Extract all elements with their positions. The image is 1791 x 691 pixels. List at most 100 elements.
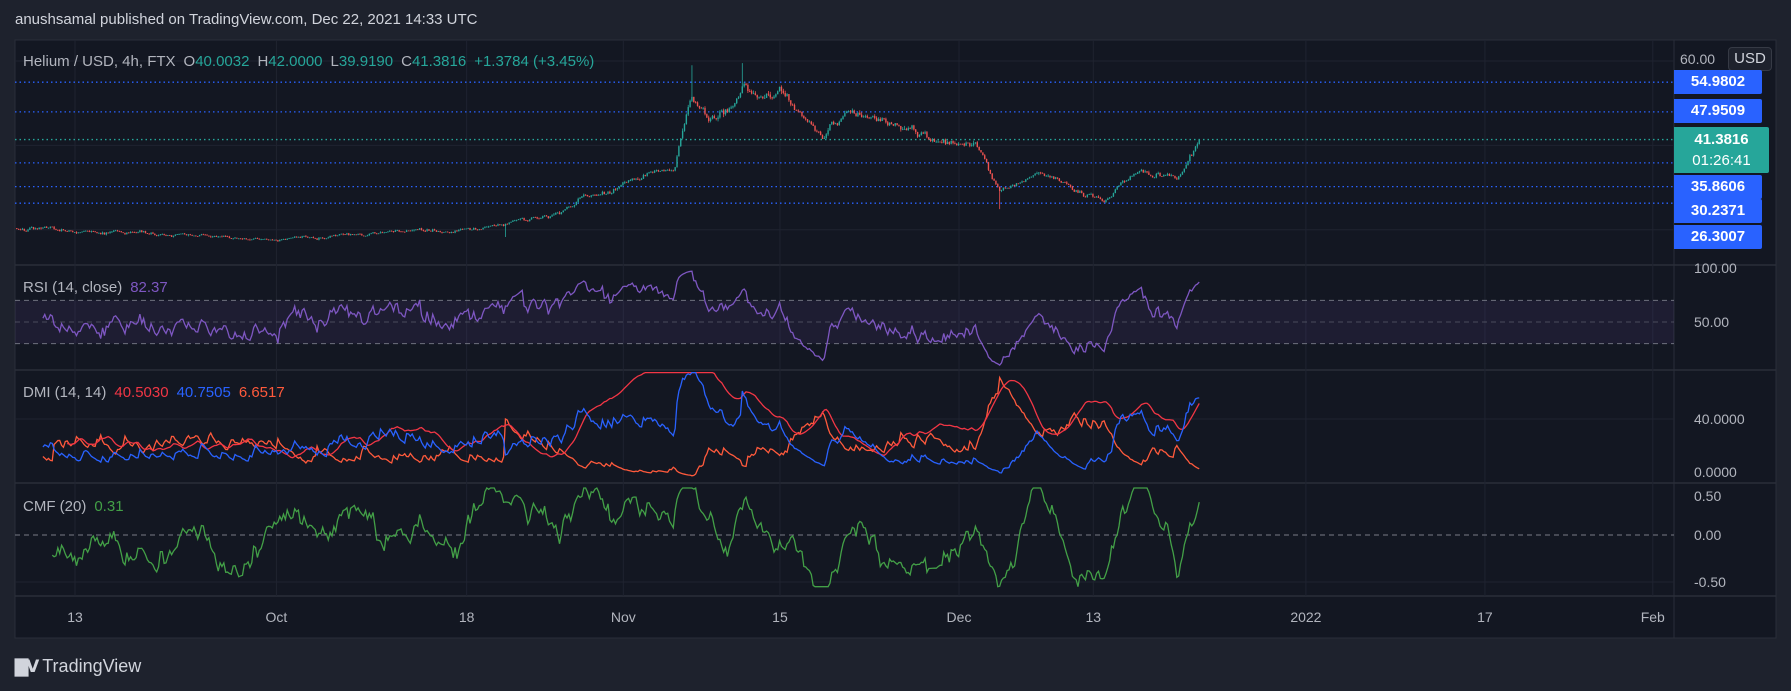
candle-body xyxy=(1133,173,1135,176)
candle-body xyxy=(614,189,617,190)
candle-body xyxy=(819,131,822,136)
candle-body xyxy=(282,239,285,240)
candle-body xyxy=(141,230,143,233)
dmi-tick-40: 40.0000 xyxy=(1694,411,1745,427)
candle-body xyxy=(749,91,751,92)
candle-body xyxy=(426,229,428,232)
cmf-title[interactable]: CMF (20) xyxy=(23,498,87,515)
candle-body xyxy=(722,110,725,115)
candle-body xyxy=(1069,184,1072,187)
candle-body xyxy=(474,227,477,230)
candle-body xyxy=(64,230,67,232)
candle-body xyxy=(821,135,824,139)
candle-body xyxy=(473,227,475,230)
cmf-legend: CMF (20) 0.31 xyxy=(23,498,124,515)
tradingview-logo[interactable]: ▇𝗩 TradingView xyxy=(15,656,141,677)
candle-body xyxy=(185,234,188,236)
candle-body xyxy=(404,231,406,233)
candle-body xyxy=(758,97,760,98)
candle-body xyxy=(864,115,867,117)
candle-body xyxy=(890,122,893,125)
candle-body xyxy=(888,122,891,126)
candle-body xyxy=(1107,198,1109,201)
candle-body xyxy=(901,129,904,131)
candle-body xyxy=(555,212,557,215)
candle-body xyxy=(577,198,579,202)
candle-body xyxy=(773,96,775,99)
change-value: +1.3784 (+3.45%) xyxy=(474,53,595,70)
candle-body xyxy=(832,121,835,125)
candle-body xyxy=(812,124,814,126)
candle-body xyxy=(943,139,945,143)
candle-body xyxy=(924,132,926,134)
close-value: 41.3816 xyxy=(411,53,467,70)
candle-body xyxy=(351,234,354,235)
candle-body xyxy=(308,237,311,239)
candle-body xyxy=(249,239,251,241)
candle-body xyxy=(215,236,218,238)
candle-body xyxy=(346,233,348,235)
dmi-minus-di-value: 6.6517 xyxy=(238,384,285,401)
candle-body xyxy=(1144,171,1146,173)
candle-body xyxy=(760,96,762,98)
candle-body xyxy=(530,217,533,220)
dmi-minus-di-line xyxy=(42,375,1200,477)
candle-body xyxy=(417,229,419,231)
candle-body xyxy=(336,235,339,237)
candle-body xyxy=(724,109,727,115)
candle-body xyxy=(191,235,193,236)
candle-body xyxy=(1012,184,1014,186)
candle-body xyxy=(19,229,22,231)
candle-body xyxy=(124,233,126,235)
candle-body xyxy=(528,219,531,222)
candle-body xyxy=(1116,186,1118,190)
candle-body xyxy=(1136,172,1139,174)
candle-body xyxy=(1021,181,1023,183)
candle-body xyxy=(279,239,281,242)
currency-button[interactable]: USD xyxy=(1728,47,1772,71)
candle-body xyxy=(579,197,581,199)
candle-body xyxy=(797,110,799,112)
dmi-title[interactable]: DMI (14, 14) xyxy=(23,384,107,401)
candle-body xyxy=(995,180,997,185)
candle-body xyxy=(1181,171,1184,175)
candle-body xyxy=(495,225,497,227)
candle-body xyxy=(883,118,885,119)
candle-body xyxy=(898,125,900,127)
candle-body xyxy=(515,219,518,221)
candle-body xyxy=(385,232,387,233)
candle-body xyxy=(273,239,275,241)
candle-body xyxy=(681,130,684,139)
candle-body xyxy=(625,182,628,183)
candle-body xyxy=(422,230,425,231)
candle-body xyxy=(234,237,236,239)
candle-body xyxy=(987,162,990,170)
candle-body xyxy=(420,228,423,231)
low-label: L xyxy=(330,53,339,70)
candle-body xyxy=(59,230,61,232)
candle-body xyxy=(911,125,913,129)
candle-body xyxy=(359,233,361,235)
candle-body xyxy=(1062,182,1064,183)
candle-body xyxy=(258,238,260,240)
candle-body xyxy=(73,232,76,233)
rsi-title[interactable]: RSI (14, close) xyxy=(23,279,123,296)
candle-body xyxy=(396,230,398,231)
candle-body xyxy=(633,178,635,180)
candle-body xyxy=(1053,176,1055,179)
candle-body xyxy=(542,216,544,219)
candle-body xyxy=(221,236,223,238)
candle-body xyxy=(726,109,729,113)
candle-body xyxy=(920,132,923,136)
symbol-title[interactable]: Helium / USD, 4h, FTX xyxy=(23,53,176,70)
candle-body xyxy=(77,232,80,234)
candle-body xyxy=(312,237,315,239)
candle-body xyxy=(564,209,566,211)
candle-body xyxy=(187,234,190,236)
candle-body xyxy=(547,216,550,219)
candle-body xyxy=(17,228,20,230)
candle-body xyxy=(1148,172,1150,175)
candle-body xyxy=(978,146,980,151)
candle-body xyxy=(933,139,936,142)
